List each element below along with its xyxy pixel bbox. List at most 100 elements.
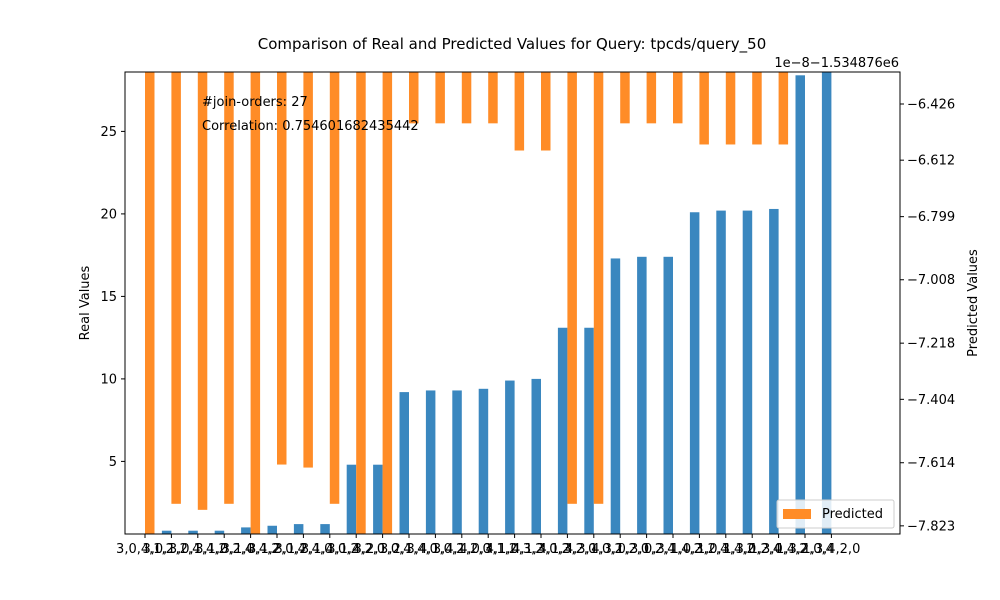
y-tick-label: 20 (100, 207, 117, 222)
bar-real (584, 327, 594, 534)
bar-real (531, 378, 541, 534)
x-tick-label: 4,3,1,2,0 (591, 542, 649, 557)
bar-predicted (224, 72, 234, 504)
bar-real (795, 75, 805, 535)
bar-real (346, 464, 357, 534)
y-axis-label: Real Values (78, 265, 93, 340)
y-tick-label: 5 (109, 455, 117, 470)
bar-predicted (699, 72, 709, 145)
y-axis-left: 5 10 15 20 25 (100, 125, 125, 470)
bar-real (373, 464, 383, 534)
x-tick-label: 1,3,2,0,4 (776, 542, 834, 557)
chart-title: Comparison of Real and Predicted Values … (258, 35, 767, 54)
y2-tick-label: −7.404 (907, 393, 955, 408)
x-tick-label: 3,0,4,1,2 (116, 542, 174, 557)
bar-real (637, 256, 647, 534)
x-tick-label: 3,0,1,4,2 (169, 542, 227, 557)
bar-predicted (329, 72, 340, 504)
bar-predicted (250, 72, 261, 534)
annotation-join-orders: #join-orders: 27 (202, 95, 308, 110)
bar-real (452, 390, 462, 534)
x-tick-label: 1,3,0,4,2 (750, 542, 808, 557)
bar-real (425, 390, 436, 534)
bar-real (716, 210, 726, 534)
legend-box (776, 499, 895, 529)
y2-tick-label: −7.614 (907, 456, 955, 471)
bar-predicted (171, 72, 181, 504)
bar-real (821, 72, 832, 534)
bar-real (663, 256, 673, 534)
y2-tick-label: −6.426 (907, 98, 955, 113)
bar-predicted (356, 72, 366, 534)
bar-real (293, 524, 304, 534)
x-tick-label: 3,1,4,2,0 (327, 542, 385, 557)
y-tick-label: 25 (100, 125, 117, 140)
x-tick-label: 4,0,3,1,2 (459, 542, 517, 557)
bar-real (557, 327, 568, 534)
x-tick-label: 1,0,3,2,4 (670, 542, 728, 557)
bar-predicted (277, 72, 287, 465)
x-tick-label: 3,4,1,0,2 (406, 542, 464, 557)
annotation-correlation: Correlation: 0.754601682435442 (202, 119, 419, 134)
y2-tick-label: −7.823 (907, 519, 955, 534)
bar-predicted (567, 72, 577, 504)
x-tick-label: 3,0,1,2,4 (142, 542, 200, 557)
bar-predicted (435, 72, 445, 124)
x-tick-label: 0,3,1,2,4 (618, 542, 676, 557)
bar-real (689, 212, 700, 534)
bar-real (214, 530, 225, 534)
bar-real (478, 388, 489, 534)
bar-real (161, 530, 172, 534)
bar-predicted (461, 72, 472, 124)
bar-real (320, 524, 330, 534)
x-tick-label: 4,3,1,0,2 (565, 542, 623, 557)
y2-tick-label: −6.799 (907, 210, 955, 225)
x-tick-label: 1,3,4,2,0 (802, 542, 860, 557)
x-tick-label: 4,1,3,0,2 (512, 542, 570, 557)
y2-tick-label: −7.218 (907, 337, 955, 352)
bar-real (505, 380, 515, 534)
bar-real (769, 208, 779, 534)
bar-predicted (541, 72, 551, 151)
x-tick-label: 3,4,1,2,0 (433, 542, 491, 557)
predicted-bars (145, 72, 789, 534)
bar-predicted (593, 72, 604, 504)
bar-predicted (514, 72, 525, 151)
bar-predicted (752, 72, 762, 145)
bar-predicted (673, 72, 683, 124)
x-tick-label: 3,1,4,0,2 (301, 542, 359, 557)
legend: Predicted (776, 499, 895, 529)
y-tick-label: 10 (100, 372, 117, 387)
x-tick-label: 4,1,0,3,2 (486, 542, 544, 557)
y-axis-right: −6.426 −6.612 −6.799 −7.008 −7.218 −7.404 −7.6… (900, 98, 955, 534)
x-tick-label: 1,0,3,4,2 (697, 542, 755, 557)
x-tick-label: 3,1,0,2,4 (195, 542, 253, 557)
plot-frame (124, 71, 901, 535)
x-tick-label: 4,1,3,2,0 (538, 542, 596, 557)
bar-predicted (303, 72, 313, 468)
legend-label-predicted: Predicted (822, 507, 883, 522)
bar-predicted (620, 72, 630, 124)
y2-tick-label: −6.612 (907, 154, 955, 169)
bar-predicted (646, 72, 657, 124)
bar-real (399, 392, 409, 534)
bar-predicted (382, 72, 393, 534)
y-tick-label: 15 (100, 290, 117, 305)
bar-predicted (488, 72, 498, 124)
bar-real (267, 525, 277, 534)
bar-real (610, 258, 621, 534)
x-tick-label: 3,1,2,4,0 (274, 542, 332, 557)
x-axis: 3,0,4,1,23,0,1,2,43,0,1,4,23,1,0,2,43,1,… (116, 534, 860, 557)
x-tick-label: 3,2,1,0,4 (354, 542, 412, 557)
bar-real (188, 530, 198, 534)
x-tick-label: 3,1,2,0,4 (248, 542, 306, 557)
y2-axis-label: Predicted Values (966, 249, 981, 357)
bar-predicted (409, 72, 419, 124)
bar-predicted (145, 72, 155, 534)
x-tick-label: 0,3,1,4,2 (644, 542, 702, 557)
legend-swatch-predicted (783, 509, 811, 519)
x-tick-label: 1,3,0,2,4 (723, 542, 781, 557)
bar-real (241, 527, 251, 534)
bar-predicted (725, 72, 736, 145)
bar-real (742, 210, 753, 534)
